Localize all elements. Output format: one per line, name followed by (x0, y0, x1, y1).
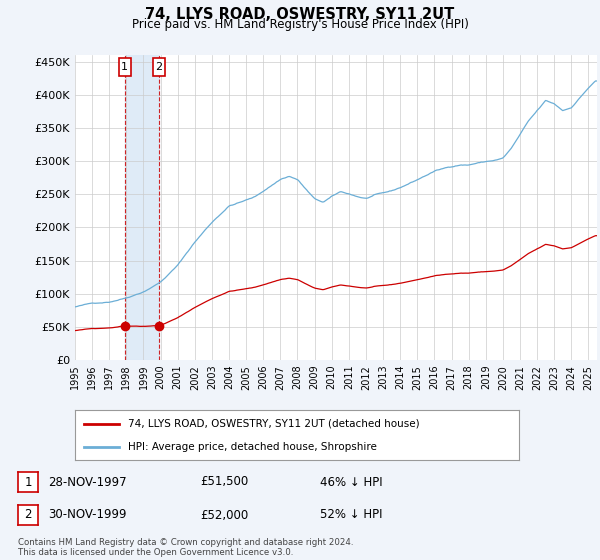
Bar (125, 55, 159, 360)
Text: 1: 1 (24, 475, 32, 488)
Text: 74, LLYS ROAD, OSWESTRY, SY11 2UT: 74, LLYS ROAD, OSWESTRY, SY11 2UT (145, 7, 455, 22)
Text: £52,000: £52,000 (200, 508, 248, 521)
Text: HPI: Average price, detached house, Shropshire: HPI: Average price, detached house, Shro… (128, 441, 377, 451)
FancyBboxPatch shape (153, 58, 165, 76)
Text: 52% ↓ HPI: 52% ↓ HPI (320, 508, 383, 521)
Text: Contains HM Land Registry data © Crown copyright and database right 2024.
This d: Contains HM Land Registry data © Crown c… (18, 538, 353, 557)
Text: 2: 2 (155, 62, 163, 72)
Text: 74, LLYS ROAD, OSWESTRY, SY11 2UT (detached house): 74, LLYS ROAD, OSWESTRY, SY11 2UT (detac… (128, 418, 420, 428)
Text: 2: 2 (24, 508, 32, 521)
Text: £51,500: £51,500 (200, 475, 248, 488)
Text: Price paid vs. HM Land Registry's House Price Index (HPI): Price paid vs. HM Land Registry's House … (131, 18, 469, 31)
Text: 30-NOV-1999: 30-NOV-1999 (48, 508, 127, 521)
FancyBboxPatch shape (119, 58, 131, 76)
Text: 46% ↓ HPI: 46% ↓ HPI (320, 475, 383, 488)
Text: 1: 1 (121, 62, 128, 72)
Text: 28-NOV-1997: 28-NOV-1997 (48, 475, 127, 488)
